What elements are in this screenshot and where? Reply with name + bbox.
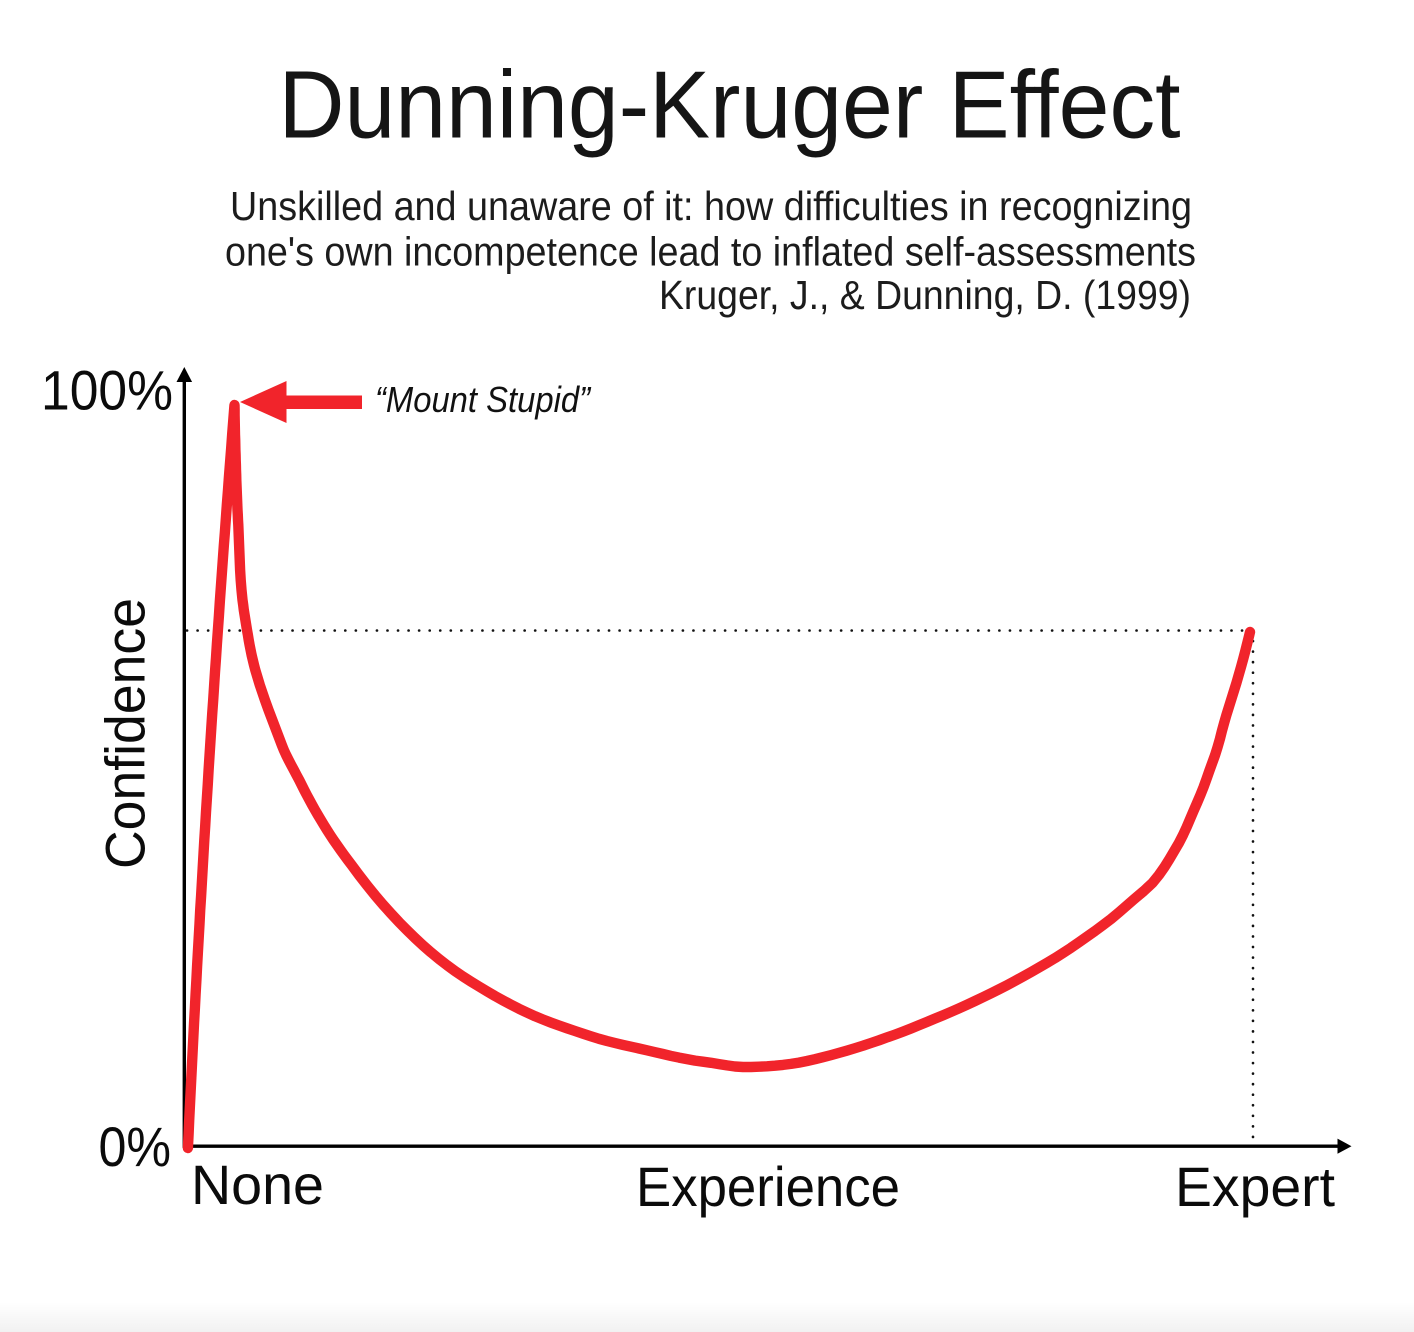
- svg-text:Unskilled and unaware of it: h: Unskilled and unaware of it: how difficu…: [230, 183, 1192, 229]
- svg-text:Dunning-Kruger Effect: Dunning-Kruger Effect: [279, 53, 1181, 159]
- svg-text:Confidence: Confidence: [94, 598, 157, 869]
- svg-text:one's own incompetence lead to: one's own incompetence lead to inflated …: [225, 229, 1196, 275]
- svg-text:0%: 0%: [99, 1115, 172, 1178]
- svg-text:Kruger, J., & Dunning, D. (199: Kruger, J., & Dunning, D. (1999): [659, 272, 1191, 318]
- svg-text:None: None: [191, 1153, 324, 1216]
- svg-text:100%: 100%: [41, 359, 173, 422]
- svg-text:Expert: Expert: [1175, 1155, 1335, 1218]
- svg-text:Experience: Experience: [636, 1155, 900, 1218]
- svg-text:“Mount Stupid”: “Mount Stupid”: [375, 379, 592, 420]
